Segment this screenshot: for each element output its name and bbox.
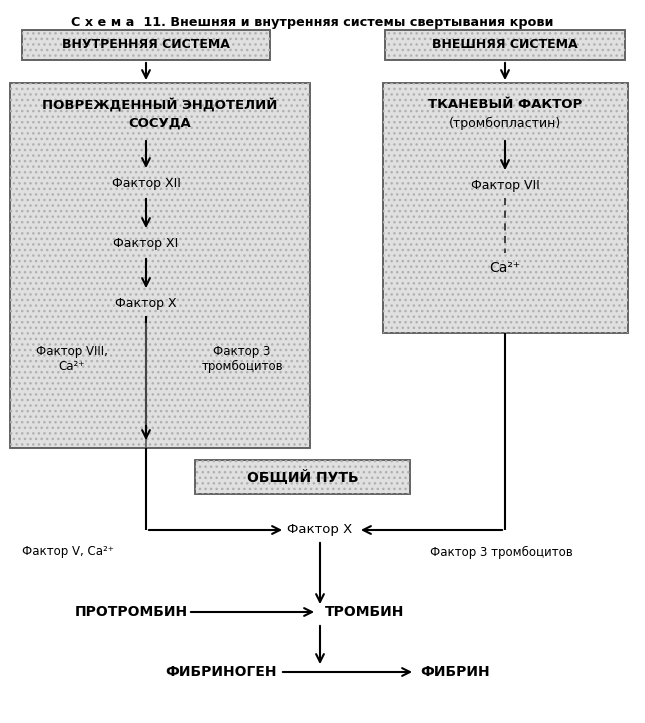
Bar (385, 30, 625, 60)
Text: ТКАНЕВЫЙ ФАКТОР: ТКАНЕВЫЙ ФАКТОР (428, 98, 582, 111)
Bar (385, 30, 625, 60)
Text: Фактор V, Ca²⁺: Фактор V, Ca²⁺ (22, 545, 114, 558)
Bar (10, 83, 310, 448)
Text: Фактор X: Фактор X (288, 523, 353, 536)
Text: Ca²⁺: Ca²⁺ (490, 261, 521, 275)
Text: Ca²⁺: Ca²⁺ (59, 359, 85, 372)
Bar (383, 83, 628, 333)
Bar (10, 83, 310, 448)
Text: ВНЕШНЯЯ СИСТЕМА: ВНЕШНЯЯ СИСТЕМА (432, 38, 578, 51)
Text: ВНУТРЕННЯЯ СИСТЕМА: ВНУТРЕННЯЯ СИСТЕМА (62, 38, 230, 51)
Text: ФИБРИНОГЕН: ФИБРИНОГЕН (165, 665, 277, 679)
Text: Фактор 3 тромбоцитов: Фактор 3 тромбоцитов (430, 545, 573, 559)
Text: Фактор 3: Фактор 3 (213, 344, 271, 357)
Text: Фактор VII: Фактор VII (471, 179, 539, 192)
Text: С х е м а  11. Внешняя и внутренняя системы свертывания крови: С х е м а 11. Внешняя и внутренняя систе… (71, 16, 554, 29)
Bar (22, 30, 270, 60)
Bar (195, 460, 410, 494)
Text: ФИБРИН: ФИБРИН (420, 665, 490, 679)
Text: (тромбопластин): (тромбопластин) (450, 116, 562, 129)
Text: Фактор XI: Фактор XI (114, 236, 179, 249)
Text: ОБЩИЙ ПУТЬ: ОБЩИЙ ПУТЬ (246, 469, 359, 484)
Text: ТРОМБИН: ТРОМБИН (325, 605, 404, 619)
Text: ПОВРЕЖДЕННЫЙ ЭНДОТЕЛИЙ: ПОВРЕЖДЕННЫЙ ЭНДОТЕЛИЙ (43, 98, 278, 112)
Bar (383, 83, 628, 333)
Text: СОСУДА: СОСУДА (128, 116, 192, 129)
Text: тромбоцитов: тромбоцитов (201, 359, 283, 372)
Text: Фактор X: Фактор X (115, 296, 177, 309)
Text: Фактор VIII,: Фактор VIII, (36, 344, 108, 357)
Bar (22, 30, 270, 60)
Text: Фактор XII: Фактор XII (112, 176, 181, 189)
Bar (195, 460, 410, 494)
Text: ПРОТРОМБИН: ПРОТРОМБИН (75, 605, 188, 619)
